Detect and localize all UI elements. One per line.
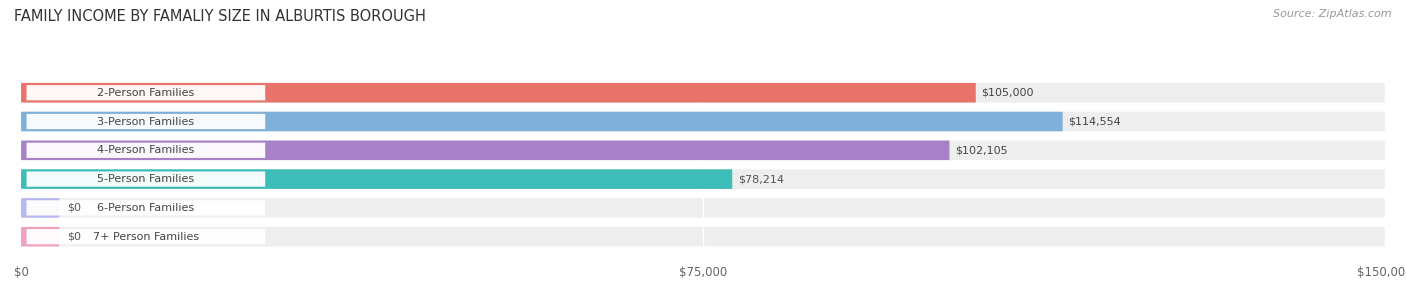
FancyBboxPatch shape [21,141,1385,160]
Text: FAMILY INCOME BY FAMALIY SIZE IN ALBURTIS BOROUGH: FAMILY INCOME BY FAMALIY SIZE IN ALBURTI… [14,9,426,24]
Text: Source: ZipAtlas.com: Source: ZipAtlas.com [1274,9,1392,19]
FancyBboxPatch shape [27,114,266,129]
FancyBboxPatch shape [21,198,59,218]
FancyBboxPatch shape [21,112,1385,131]
FancyBboxPatch shape [21,227,59,246]
Text: $102,105: $102,105 [955,145,1008,155]
FancyBboxPatch shape [21,112,1063,131]
FancyBboxPatch shape [27,200,266,216]
FancyBboxPatch shape [21,227,1385,246]
Text: 4-Person Families: 4-Person Families [97,145,194,155]
Text: $0: $0 [67,232,82,242]
Text: $78,214: $78,214 [738,174,783,184]
FancyBboxPatch shape [21,198,1385,218]
Text: 3-Person Families: 3-Person Families [97,117,194,127]
FancyBboxPatch shape [27,171,266,187]
Text: $0: $0 [67,203,82,213]
FancyBboxPatch shape [21,83,1385,102]
Text: $114,554: $114,554 [1069,117,1121,127]
FancyBboxPatch shape [21,169,733,189]
FancyBboxPatch shape [21,141,949,160]
FancyBboxPatch shape [27,143,266,158]
Text: 7+ Person Families: 7+ Person Families [93,232,198,242]
Text: 5-Person Families: 5-Person Families [97,174,194,184]
Text: 6-Person Families: 6-Person Families [97,203,194,213]
Text: 2-Person Families: 2-Person Families [97,88,194,98]
FancyBboxPatch shape [21,169,1385,189]
FancyBboxPatch shape [27,229,266,244]
FancyBboxPatch shape [21,83,976,102]
Text: $105,000: $105,000 [981,88,1033,98]
FancyBboxPatch shape [27,85,266,100]
